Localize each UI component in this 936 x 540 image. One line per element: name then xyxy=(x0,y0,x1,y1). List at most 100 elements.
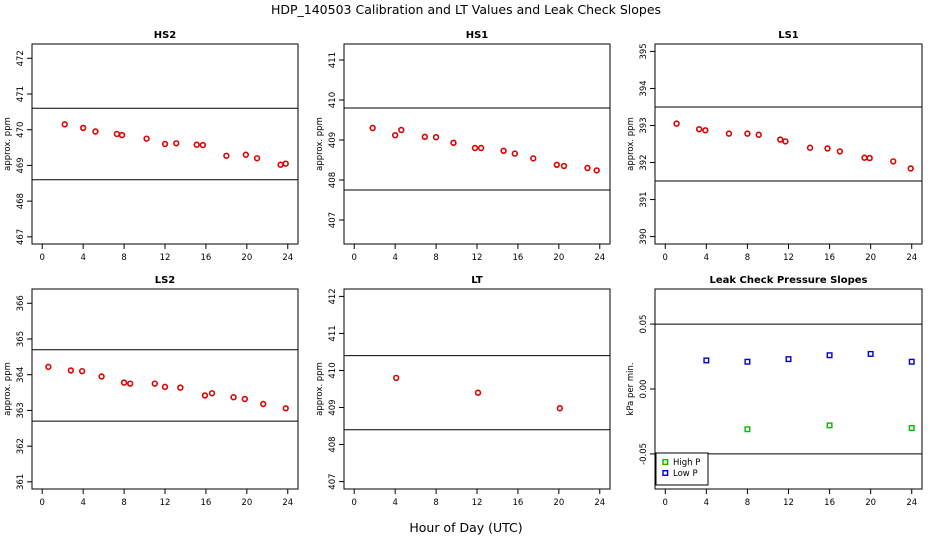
y-tick-label: 390 xyxy=(639,228,649,244)
data-point xyxy=(79,124,87,132)
y-tick-label: 472 xyxy=(16,50,26,66)
panel-frame xyxy=(343,288,611,490)
data-point xyxy=(703,357,710,364)
y-tick-label: 363 xyxy=(16,402,26,418)
x-tick-label: 8 xyxy=(745,498,750,508)
legend-entry: High P xyxy=(673,458,700,468)
x-tick-label: 4 xyxy=(392,253,397,263)
y-tick-label: 410 xyxy=(328,92,338,108)
data-point xyxy=(744,358,751,365)
y-tick-label: 408 xyxy=(328,172,338,188)
data-point xyxy=(151,380,158,387)
series-points-0 xyxy=(45,363,289,412)
data-point xyxy=(511,150,519,157)
data-point xyxy=(695,125,703,133)
x-tick-label: 4 xyxy=(392,498,397,508)
x-tick-label: 12 xyxy=(783,498,794,508)
legend-box xyxy=(655,452,709,486)
x-tick-label: 12 xyxy=(783,253,794,263)
series-high-p xyxy=(744,422,915,433)
y-tick-label: 392 xyxy=(639,154,649,170)
data-point xyxy=(277,161,284,168)
x-tick-label: 20 xyxy=(553,498,564,508)
y-tick-label: 393 xyxy=(639,117,649,133)
data-point xyxy=(161,383,169,391)
data-point xyxy=(806,144,814,151)
x-tick-label: 24 xyxy=(594,253,605,263)
y-tick-label: 0.00 xyxy=(639,380,649,399)
panel-title: LT xyxy=(471,275,483,286)
y-tick-label: -0.05 xyxy=(639,443,649,465)
figure-title: HDP_140503 Calibration and LT Values and… xyxy=(271,2,661,17)
data-point xyxy=(398,126,405,134)
data-point xyxy=(282,160,289,167)
data-point xyxy=(861,154,868,161)
y-tick-label: 395 xyxy=(639,43,649,59)
data-point xyxy=(553,161,560,169)
legend-swatch xyxy=(662,459,669,466)
x-tick-label: 8 xyxy=(433,253,438,263)
panel-title: LS1 xyxy=(778,30,799,41)
y-tick-label: 412 xyxy=(328,288,338,304)
y-tick-label: 409 xyxy=(328,399,338,415)
data-point xyxy=(744,130,751,137)
data-point xyxy=(500,147,507,155)
y-tick-label: 410 xyxy=(328,362,338,378)
x-tick-label: 16 xyxy=(201,498,212,508)
data-point xyxy=(890,158,897,165)
y-tick-label: 411 xyxy=(328,325,338,341)
x-tick-label: 8 xyxy=(745,253,750,263)
panel-hs2: HS2 approx. ppm 0 4 8 12 16 20 24 467 468 469 470 471… xyxy=(3,30,299,263)
y-axis-label: approx. ppm xyxy=(3,362,13,416)
y-axis-label: kPa per min. xyxy=(626,362,636,415)
x-tick-label: 12 xyxy=(160,253,171,263)
x-tick-label: 8 xyxy=(121,498,126,508)
x-tick-label: 20 xyxy=(865,498,876,508)
data-point xyxy=(45,363,52,371)
data-point xyxy=(282,405,289,412)
x-tick-label: 20 xyxy=(865,253,876,263)
y-tick-label: 471 xyxy=(16,86,26,102)
data-point xyxy=(92,128,99,135)
data-point xyxy=(673,120,680,127)
x-tick-label: 12 xyxy=(472,253,483,263)
data-point xyxy=(477,144,485,152)
series-low-p xyxy=(703,350,915,365)
panel-title: HS1 xyxy=(466,30,489,41)
y-tick-label: 411 xyxy=(328,52,338,68)
data-point xyxy=(223,152,230,159)
data-point xyxy=(201,392,209,399)
series-points-0 xyxy=(61,121,289,168)
data-point xyxy=(230,394,237,401)
data-point xyxy=(421,133,429,141)
y-tick-label: 408 xyxy=(328,436,338,452)
x-tick-label: 4 xyxy=(80,498,85,508)
data-point xyxy=(173,140,180,147)
data-point xyxy=(782,138,789,145)
y-axis-label: approx. ppm xyxy=(315,362,325,416)
data-point xyxy=(177,384,184,391)
x-tick-label: 4 xyxy=(704,253,709,263)
series-points-0 xyxy=(369,124,600,174)
x-tick-label: 0 xyxy=(40,253,45,263)
data-point xyxy=(744,426,751,433)
data-point xyxy=(392,374,400,382)
data-point xyxy=(907,165,914,172)
y-tick-label: 364 xyxy=(16,367,26,383)
x-tick-label: 16 xyxy=(824,498,835,508)
y-tick-label: 407 xyxy=(328,212,338,228)
x-tick-label: 20 xyxy=(553,253,564,263)
x-tick-label: 4 xyxy=(80,253,85,263)
data-point xyxy=(120,379,128,386)
x-tick-label: 24 xyxy=(282,253,293,263)
data-point xyxy=(260,400,267,408)
y-tick-label: 467 xyxy=(16,229,26,245)
data-point xyxy=(241,395,249,403)
x-tick-label: 24 xyxy=(282,498,293,508)
data-point xyxy=(471,144,479,152)
y-tick-label: 361 xyxy=(16,474,26,490)
data-point xyxy=(785,356,792,363)
data-point xyxy=(143,135,150,142)
x-tick-label: 0 xyxy=(663,253,668,263)
